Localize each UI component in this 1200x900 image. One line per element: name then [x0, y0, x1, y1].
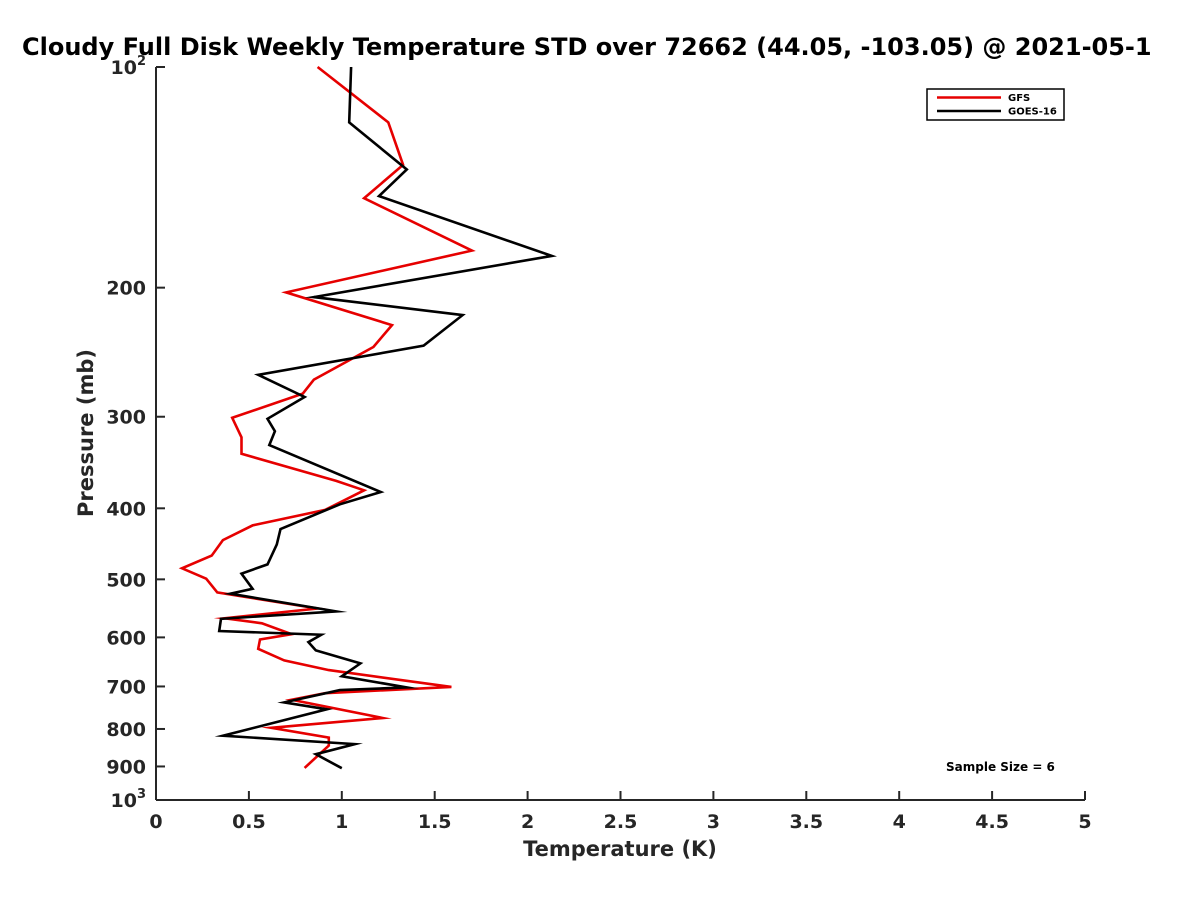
- y-tick-label: 300: [106, 407, 146, 429]
- y-tick-label: 103: [111, 787, 147, 812]
- x-tick-label: 0: [149, 811, 162, 833]
- y-tick-label: 500: [106, 569, 146, 591]
- legend-box: [926, 88, 1065, 121]
- y-tick-label: 700: [106, 676, 146, 698]
- legend-label-goes16: GOES-16: [1008, 107, 1057, 118]
- sample-size-annotation: Sample Size = 6: [946, 760, 1055, 774]
- x-tick-label: 2.5: [604, 811, 638, 833]
- y-tick-label: 200: [106, 278, 146, 300]
- series-line-goes16: [214, 66, 557, 770]
- y-tick-label: 600: [106, 627, 146, 649]
- x-tick-label: 2: [521, 811, 534, 833]
- x-tick-label: 1: [335, 811, 348, 833]
- series-lines: [178, 65, 557, 770]
- x-tick-label: 3.5: [789, 811, 823, 833]
- x-tick-label: 1.5: [418, 811, 452, 833]
- x-axis-label: Temperature (K): [523, 837, 717, 861]
- chart-title: Cloudy Full Disk Weekly Temperature STD …: [22, 33, 1152, 61]
- x-tick-label: 0.5: [232, 811, 266, 833]
- x-tick-label: 4.5: [975, 811, 1009, 833]
- y-axis-label: Pressure (mb): [74, 349, 98, 517]
- x-tick-label: 3: [707, 811, 720, 833]
- x-axis: 0 0.5 1 1.5 2 2.5 3 3.5 4 4.5 5: [149, 791, 1092, 833]
- y-axis: 102 200 300 400 500 600 700 800 900 103: [106, 54, 165, 812]
- series-line-gfs: [178, 65, 476, 769]
- x-tick-label: 4: [893, 811, 906, 833]
- y-tick-label: 900: [106, 756, 146, 778]
- legend: GFS GOES-16: [926, 88, 1065, 121]
- legend-label-gfs: GFS: [1008, 93, 1030, 104]
- y-tick-label: 102: [111, 54, 147, 79]
- y-tick-label: 400: [106, 498, 146, 520]
- y-tick-label: 800: [106, 719, 146, 741]
- x-tick-label: 5: [1078, 811, 1091, 833]
